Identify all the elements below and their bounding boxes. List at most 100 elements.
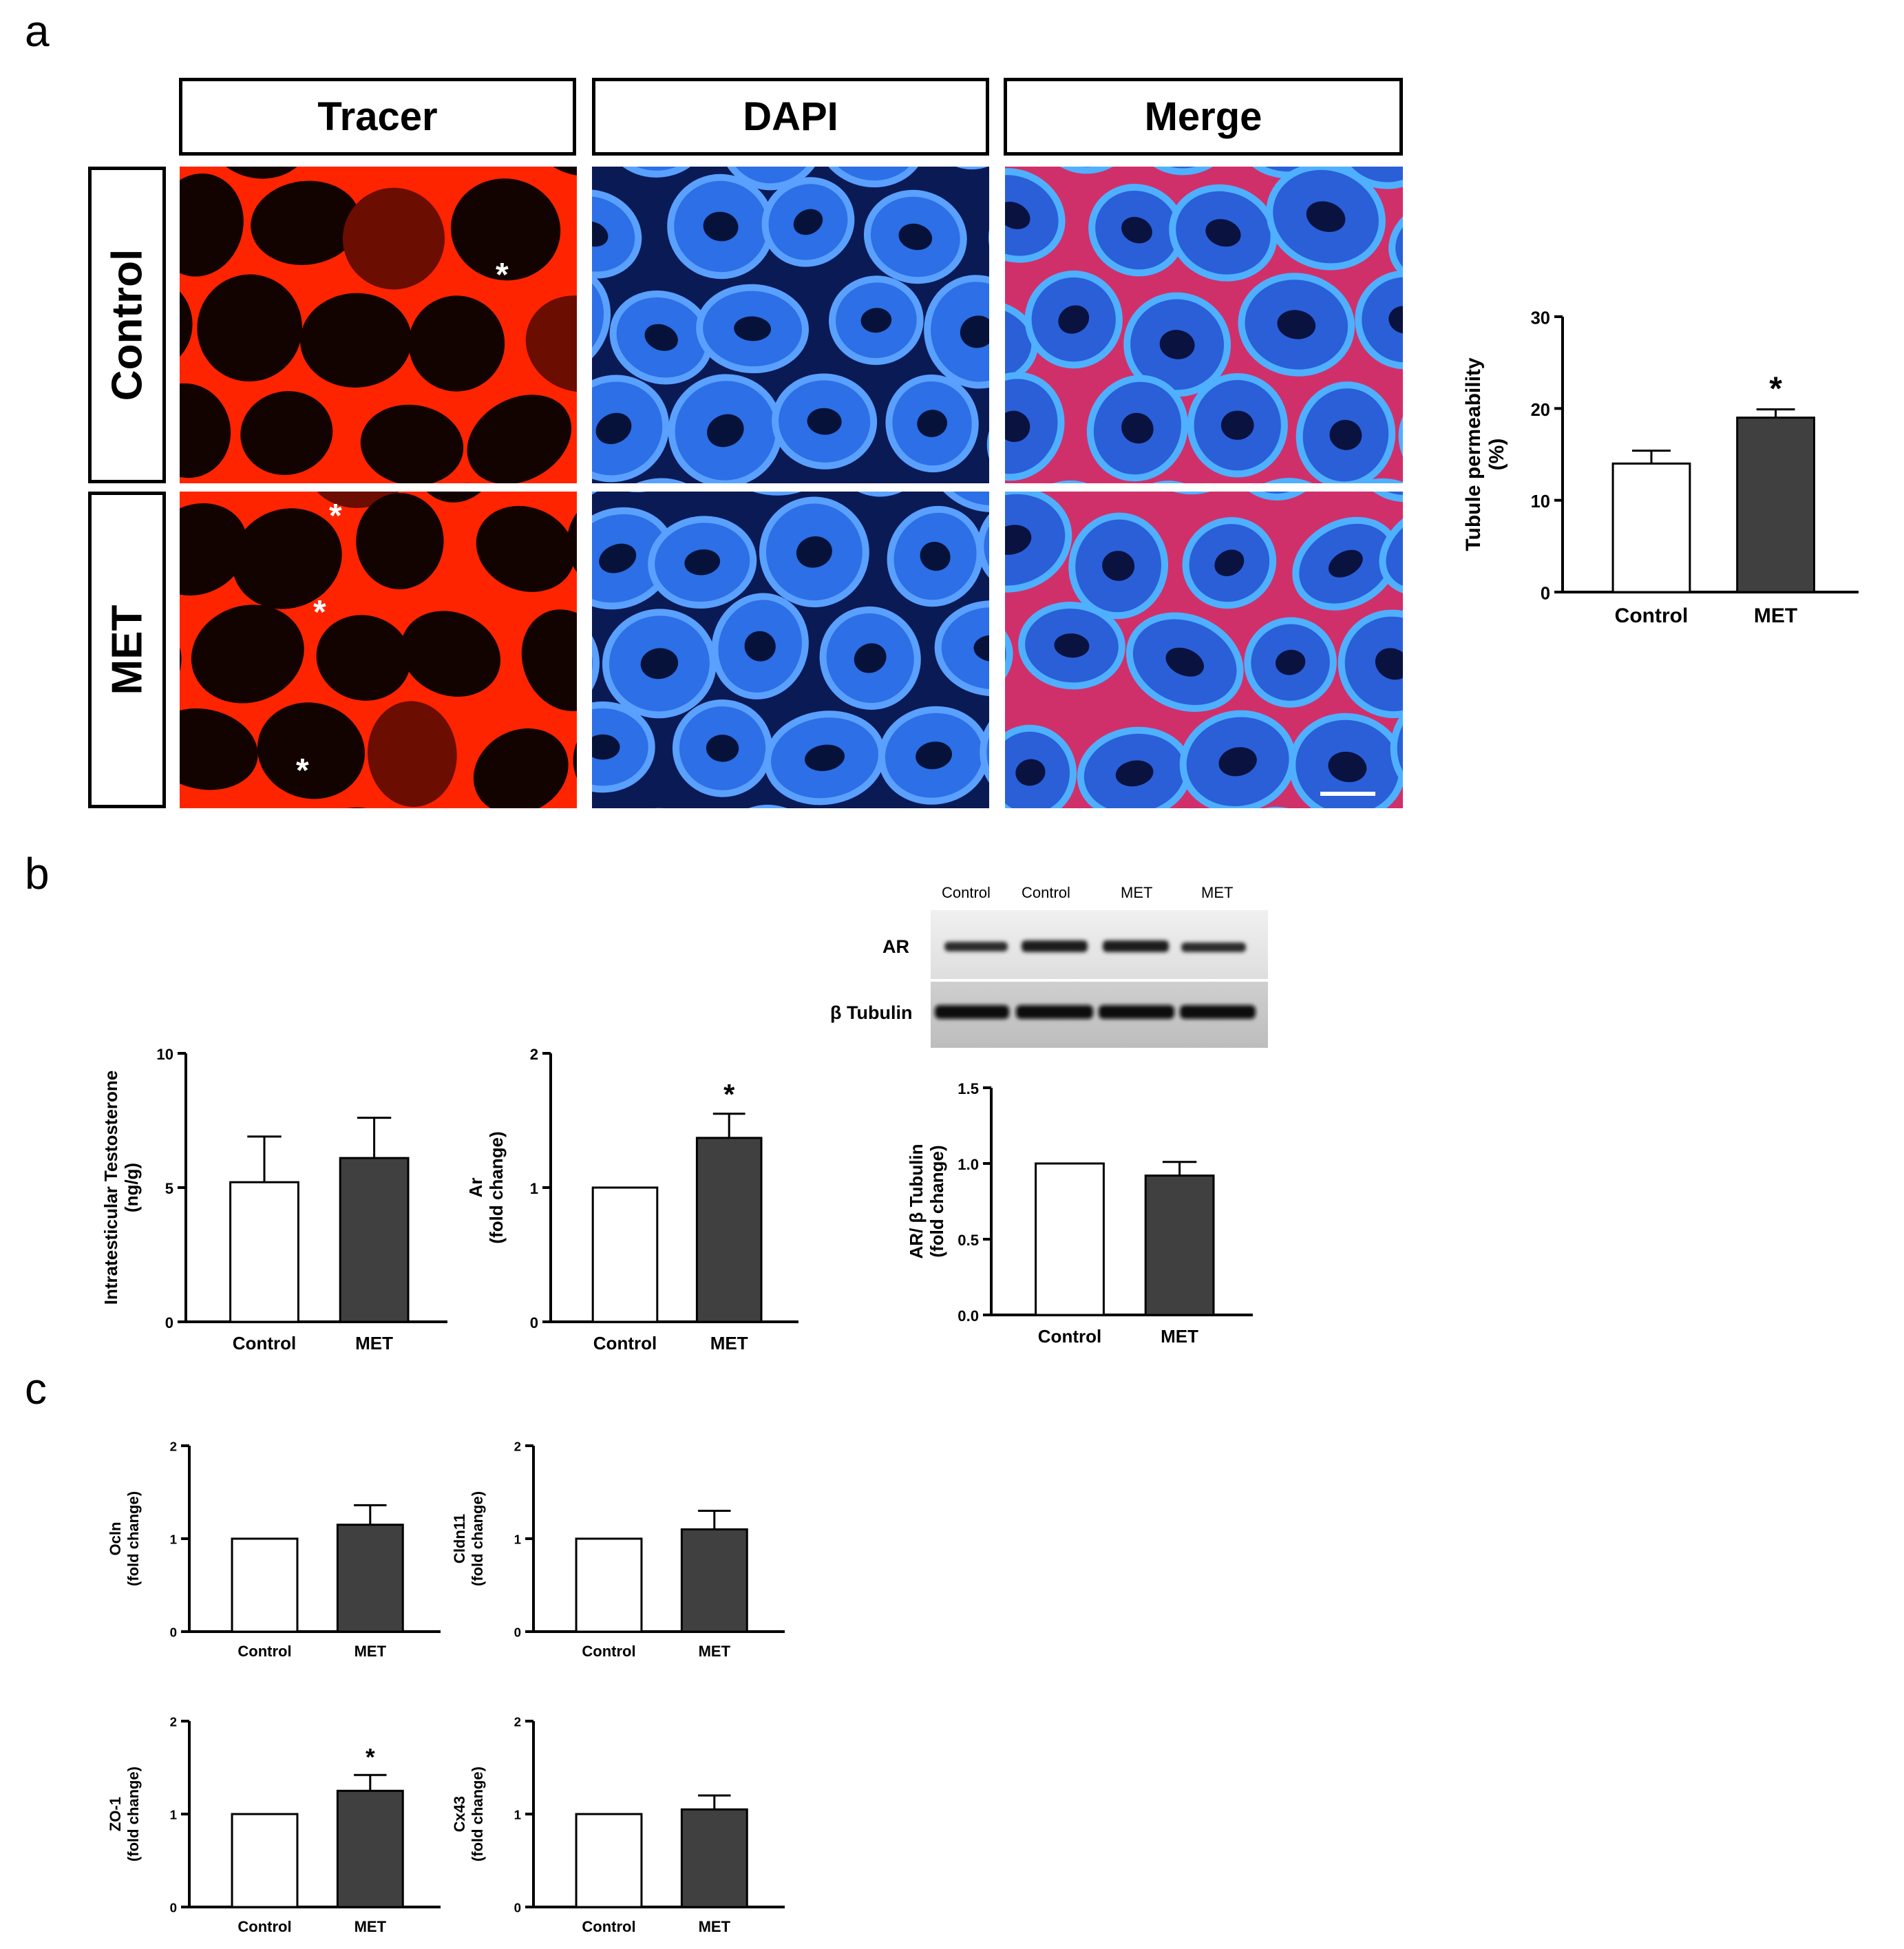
y-axis-label: Intratesticular Testosterone (101, 1071, 121, 1305)
bar-control (229, 1181, 299, 1323)
category-label: Control (237, 1918, 291, 1935)
bar-met (339, 1157, 410, 1323)
bar-control (575, 1537, 643, 1633)
column-header-dapi: DAPI (592, 78, 989, 156)
y-tick-label: 10 (1531, 492, 1550, 512)
y-axis-label: (fold change) (125, 1491, 142, 1586)
y-tick-label: 1 (514, 1532, 521, 1547)
y-tick-label: 2 (170, 1715, 177, 1729)
y-tick-label: 0 (514, 1625, 521, 1640)
bar-control (575, 1813, 643, 1908)
significance-marker: * (723, 1078, 735, 1110)
bar-met (680, 1528, 748, 1633)
category-label: Control (582, 1643, 635, 1660)
y-tick-label: 0.0 (958, 1307, 979, 1325)
chart-cx43: 0 1 2 Cx43 (fold change) Control MET (441, 1694, 798, 1948)
blot-lane-label: MET (1201, 884, 1234, 901)
y-axis-label: (fold change) (125, 1767, 142, 1862)
significance-marker: * (1769, 371, 1782, 408)
y-tick-label: 30 (1531, 309, 1550, 328)
scale-bar (1320, 792, 1375, 796)
category-label: MET (699, 1643, 731, 1660)
western-blot: Control Control MET MET AR β Tubulin (819, 874, 1273, 1053)
panel-label-b: b (25, 849, 50, 898)
y-tick-label: 0 (170, 1625, 177, 1640)
y-tick-label: 5 (165, 1180, 173, 1197)
bar-control (1035, 1162, 1105, 1316)
row-header-control-label: Control (103, 249, 151, 401)
chart-ocln: 0 1 2 Ocln (fold change) Control MET (96, 1418, 454, 1673)
y-tick-label: 20 (1531, 401, 1550, 420)
y-tick-label: 2 (530, 1046, 538, 1063)
category-label: MET (1754, 604, 1797, 627)
blot-band-label-ar: AR (882, 936, 909, 957)
category-label: Control (1615, 604, 1689, 627)
y-tick-label: 1 (514, 1808, 521, 1822)
y-tick-label: 1 (530, 1180, 538, 1197)
tracer-marker: * (329, 498, 342, 534)
y-axis-label: Cldn11 (451, 1514, 468, 1563)
category-label: MET (710, 1333, 748, 1353)
y-tick-label: 1 (170, 1532, 177, 1547)
bar-met (680, 1808, 748, 1908)
y-axis-label: (fold change) (469, 1767, 486, 1862)
blot-lane-label: MET (1121, 884, 1153, 901)
y-tick-label: 0 (1541, 584, 1550, 604)
category-label: MET (355, 1643, 387, 1660)
micrograph-merge-met (1005, 492, 1403, 808)
micrograph-tracer-control (180, 167, 577, 483)
y-axis-label: (fold change) (469, 1491, 486, 1586)
bar-control (591, 1186, 659, 1323)
tracer-marker: * (313, 594, 326, 631)
category-label: Control (593, 1333, 657, 1353)
bar-met (1736, 417, 1816, 593)
blot-band-label-tubulin: β Tubulin (830, 1002, 913, 1023)
micrograph-dapi-control (592, 167, 989, 483)
tracer-marker: * (296, 752, 309, 789)
y-tick-label: 0 (170, 1901, 177, 1915)
chart-ar-mrna: 0 1 2 Ar (fold change) Control * MET (441, 1026, 812, 1363)
category-label: MET (355, 1333, 393, 1353)
panel-label-c: c (25, 1364, 47, 1413)
row-header-control: Control (88, 167, 166, 483)
bar-met (695, 1137, 763, 1323)
y-tick-label: 2 (514, 1440, 521, 1454)
y-axis-label: Ocln (107, 1522, 124, 1556)
significance-marker: * (366, 1744, 375, 1771)
category-label: Control (582, 1918, 635, 1935)
y-axis-label: (ng/g) (121, 1163, 142, 1212)
y-axis-label: Cx43 (451, 1796, 468, 1833)
chart-ar-protein: 0.0 0.5 1.0 1.5 AR/ β Tubulin (fold change) Co… (881, 1060, 1267, 1356)
category-label: Control (233, 1333, 296, 1353)
y-tick-label: 1 (170, 1808, 177, 1822)
column-header-tracer: Tracer (179, 78, 576, 156)
category-label: MET (1161, 1326, 1198, 1347)
y-axis-label: (fold change) (927, 1145, 947, 1257)
bar-met (1144, 1174, 1215, 1316)
bar-met (336, 1789, 404, 1908)
panel-label-a: a (25, 6, 50, 56)
category-label: Control (1038, 1326, 1101, 1347)
bar-met (336, 1524, 404, 1633)
row-header-met-label: MET (103, 604, 151, 695)
category-label: Control (237, 1643, 291, 1660)
blot-lane-label: Control (942, 884, 991, 901)
row-header-met: MET (88, 492, 166, 808)
column-header-merge: Merge (1004, 78, 1403, 156)
chart-permeability: 0 10 20 30 Tubule permeability (%) Control * MET (1432, 289, 1872, 647)
y-axis-label: Tubule permeability (1462, 357, 1485, 551)
micrograph-tracer-met (180, 492, 577, 808)
y-axis-label: (%) (1485, 439, 1508, 471)
y-tick-label: 0 (514, 1901, 521, 1915)
y-axis-label: (fold change) (486, 1131, 507, 1243)
category-label: MET (355, 1918, 387, 1935)
bar-control (231, 1813, 299, 1908)
y-tick-label: 2 (514, 1715, 521, 1729)
blot-lane-label: Control (1022, 884, 1070, 901)
y-tick-label: 0 (530, 1314, 538, 1331)
bar-control (1611, 462, 1691, 593)
y-tick-label: 0 (165, 1314, 173, 1331)
y-axis-label: Ar (465, 1178, 486, 1198)
y-axis-label: AR/ β Tubulin (906, 1144, 927, 1258)
tracer-marker: * (496, 257, 509, 293)
